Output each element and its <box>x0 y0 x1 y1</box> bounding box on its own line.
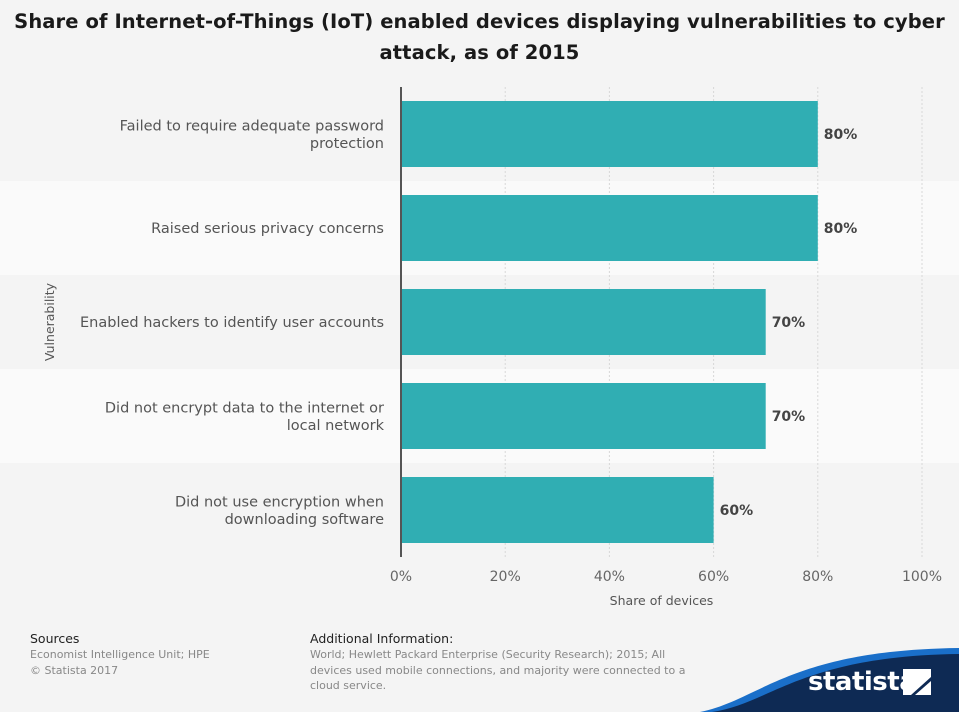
category-label: protection <box>310 136 384 152</box>
category-label: local network <box>287 418 385 434</box>
chart-title: Share of Internet-of-Things (IoT) enable… <box>14 10 945 64</box>
value-label: 70% <box>772 315 806 331</box>
value-label: 60% <box>720 503 754 519</box>
category-label: Failed to require adequate password <box>120 118 384 134</box>
bar <box>401 477 714 543</box>
category-label: Enabled hackers to identify user account… <box>80 315 384 331</box>
additional-info-line: cloud service. <box>310 679 387 692</box>
x-tick-label: 0% <box>390 569 412 585</box>
value-label: 80% <box>824 221 858 237</box>
statista-logo-icon <box>903 669 931 695</box>
value-label: 80% <box>824 127 858 143</box>
x-tick-label: 60% <box>698 569 729 585</box>
bar <box>401 101 818 167</box>
bar <box>401 383 766 449</box>
x-axis-title: Share of devices <box>610 593 714 608</box>
additional-info-heading: Additional Information: <box>310 631 454 646</box>
sources-line: Economist Intelligence Unit; HPE <box>30 648 210 661</box>
additional-info-line: World; Hewlett Packard Enterprise (Secur… <box>310 648 666 661</box>
sources-heading: Sources <box>30 631 80 646</box>
x-tick-label: 40% <box>594 569 625 585</box>
category-label: Raised serious privacy concerns <box>151 221 384 237</box>
additional-info-block: Additional Information: World; Hewlett P… <box>310 631 730 694</box>
x-tick-label: 80% <box>802 569 833 585</box>
y-axis-title: Vulnerability <box>42 282 57 361</box>
category-label: downloading software <box>225 512 384 528</box>
bar <box>401 289 766 355</box>
bar <box>401 195 818 261</box>
category-label: Did not encrypt data to the internet or <box>105 400 384 416</box>
additional-info-line: devices used mobile connections, and maj… <box>310 663 686 677</box>
value-labels: 80% 80% 70% 70% 60% <box>720 127 858 519</box>
value-label: 70% <box>772 409 806 425</box>
x-tick-label: 20% <box>490 569 521 585</box>
copyright-line: © Statista 2017 <box>30 663 119 677</box>
category-label: Did not use encryption when <box>175 494 384 510</box>
category-labels: Failed to require adequate password prote… <box>80 118 385 528</box>
sources-block: Sources Economist Intelligence Unit; HPE… <box>30 631 270 678</box>
x-tick-labels: 0% 20% 40% 60% 80% 100% <box>390 569 942 585</box>
x-tick-label: 100% <box>902 569 942 585</box>
statista-logo[interactable]: statista <box>808 667 917 697</box>
bars <box>401 101 818 543</box>
